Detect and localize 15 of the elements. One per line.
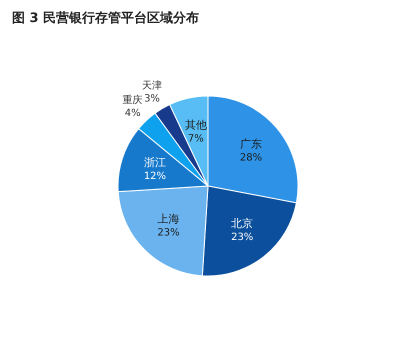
- data-label: 23%: [231, 232, 254, 244]
- data-label: 28%: [240, 152, 262, 164]
- data-label: 7%: [188, 134, 204, 145]
- slice-label: 广东: [240, 137, 262, 150]
- chart-title: 图 3 民营银行存管平台区域分布: [12, 10, 200, 26]
- slice-label: 上海: [158, 212, 180, 226]
- slice-label: 天津: [142, 79, 162, 92]
- data-label: 3%: [144, 93, 160, 104]
- slice-label: 浙江: [144, 156, 166, 169]
- data-label: 23%: [157, 227, 180, 238]
- slice-label: 其他: [184, 118, 207, 132]
- data-label: 4%: [124, 108, 141, 119]
- slice-label: 重庆: [122, 94, 143, 106]
- data-label: 12%: [144, 170, 166, 182]
- slice-label: 北京: [231, 217, 254, 230]
